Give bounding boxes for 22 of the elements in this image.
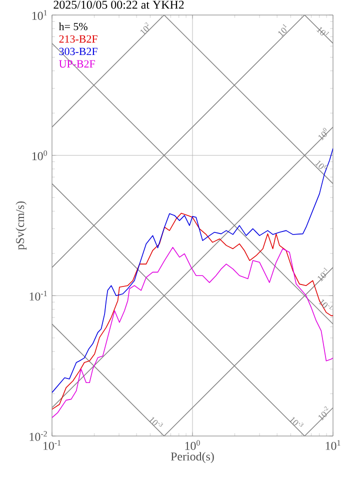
text: UP-B2F <box>59 60 95 68</box>
x-tick-label: 10$^{-1}$ <box>44 440 61 450</box>
annotation: 10$^{-3}$ <box>289 417 304 427</box>
y-tick-label: 10$^{-1}$ <box>30 290 47 301</box>
annotation: 10$^{0}$ <box>315 160 328 169</box>
annotation: 10$^{-1}$ <box>318 268 328 282</box>
y-axis-title: pSv(cm/s) <box>16 201 27 250</box>
x-axis-title: Period(s) <box>170 452 214 463</box>
annotation: 10$^{-1}$ <box>318 300 333 310</box>
text: 213-B2F <box>59 35 98 43</box>
y-tick-label: 10$^{0}$ <box>32 150 48 160</box>
annotation: 10$^{-3}$ <box>148 417 163 427</box>
legend-title: h= 5% <box>58 22 88 30</box>
y-tick-label: 10$^{-2}$ <box>30 431 47 441</box>
annotation: 10$^{-2}$ <box>318 406 328 421</box>
annotation: 10$^{1}$ <box>278 24 287 37</box>
x-tick-label: 10$^{0}$ <box>185 440 200 450</box>
y-tick-label: 10$^{1}$ <box>32 10 47 20</box>
x-tick-label: 10$^{1}$ <box>326 440 340 450</box>
text: 303-B2F <box>59 48 98 56</box>
chart-title: 2025/10/05 00:22 at YKH2 <box>54 0 184 9</box>
annotation: 10$^{0}$ <box>318 128 327 141</box>
